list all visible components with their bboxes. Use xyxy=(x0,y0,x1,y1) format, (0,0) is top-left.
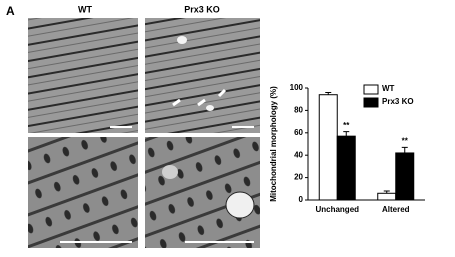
micrographs xyxy=(28,18,260,248)
y-tick-label: 20 xyxy=(294,173,303,182)
panel-label: A xyxy=(6,4,15,18)
x-tick-label: Altered xyxy=(382,205,410,214)
bar xyxy=(377,192,397,201)
y-tick-label: 40 xyxy=(294,150,303,159)
bar xyxy=(395,152,415,201)
legend-label: WT xyxy=(382,84,395,93)
column-label: WT xyxy=(78,4,92,14)
y-tick-label: 80 xyxy=(294,106,303,115)
bar xyxy=(336,135,356,201)
significance-label: ** xyxy=(343,121,350,130)
error-bar xyxy=(401,146,408,153)
micrograph xyxy=(28,137,138,248)
micrograph xyxy=(145,18,260,133)
x-tick-label: Unchanged xyxy=(315,205,359,214)
y-tick-label: 100 xyxy=(290,83,304,92)
micrograph xyxy=(28,18,138,133)
error-bar xyxy=(343,131,350,137)
y-tick-label: 0 xyxy=(299,195,304,204)
legend-label: Prx3 KO xyxy=(382,97,414,106)
y-tick-label: 60 xyxy=(294,128,303,137)
legend-swatch xyxy=(363,84,379,95)
error-bar xyxy=(325,91,332,95)
legend-swatch xyxy=(363,97,379,108)
error-bar xyxy=(383,190,390,194)
significance-label: ** xyxy=(402,136,409,145)
bar xyxy=(318,94,338,201)
column-label: Prx3 KO xyxy=(184,4,220,14)
y-axis-label: Mitochondrial morphology (%) xyxy=(269,86,278,202)
